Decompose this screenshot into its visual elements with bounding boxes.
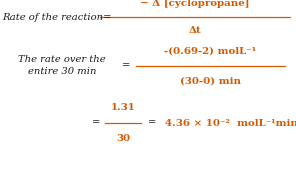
Text: − Δ [cyclopropane]: − Δ [cyclopropane] [140,0,250,8]
Text: =: = [92,118,100,127]
Text: 30: 30 [116,134,130,143]
Text: Δt: Δt [189,26,201,35]
Text: (30-0) min: (30-0) min [180,77,241,86]
Text: The rate over the: The rate over the [18,54,106,64]
Text: 4.36 × 10⁻²  molL⁻¹min⁻¹: 4.36 × 10⁻² molL⁻¹min⁻¹ [165,118,296,127]
Text: =: = [148,118,156,127]
Text: =: = [122,62,130,70]
Text: Rate of the reaction=: Rate of the reaction= [2,13,112,21]
Text: 1.31: 1.31 [111,103,135,112]
Text: -(0.69-2) molL⁻¹: -(0.69-2) molL⁻¹ [165,47,257,56]
Text: entire 30 min: entire 30 min [28,66,96,76]
